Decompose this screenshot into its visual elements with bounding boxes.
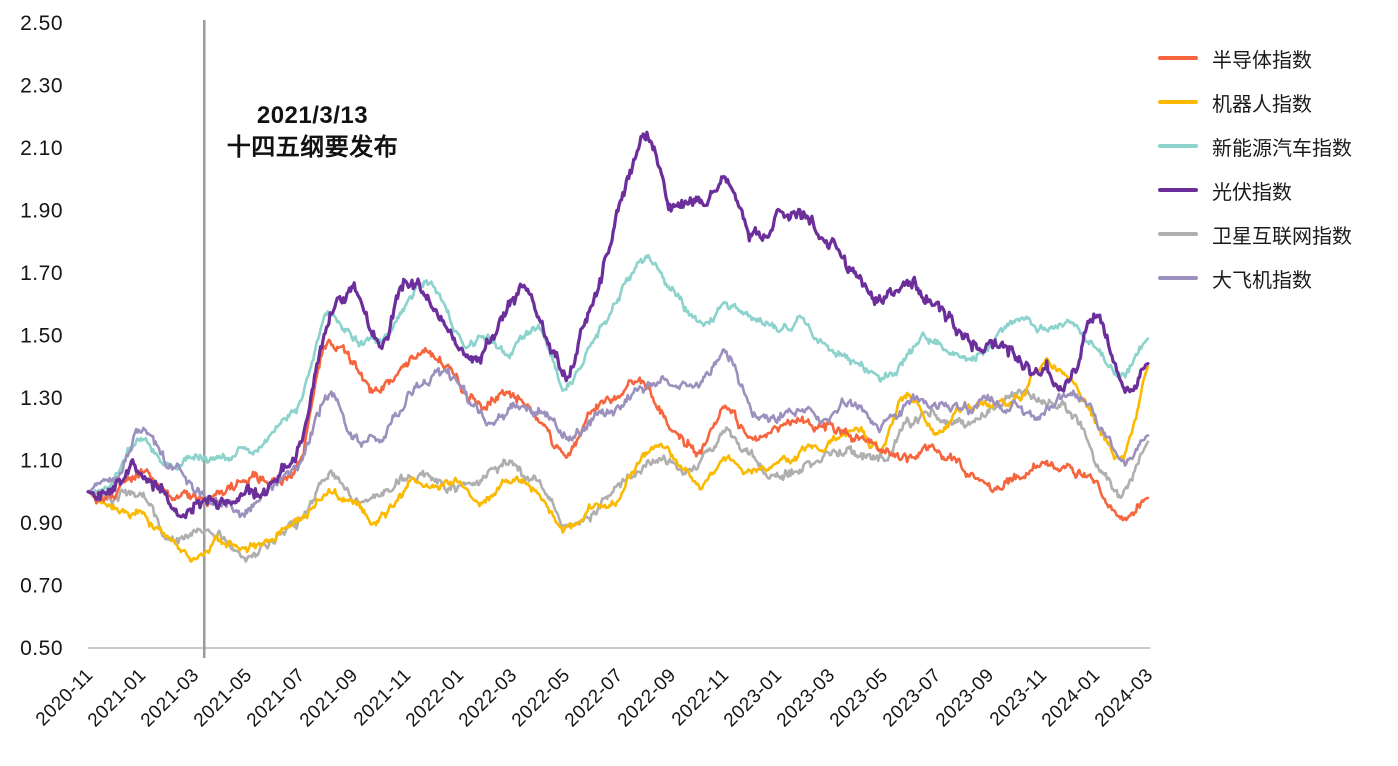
- y-tick-label: 0.90: [20, 512, 63, 535]
- legend-label-nev: 新能源汽车指数: [1212, 137, 1352, 160]
- series-line-satellite: [86, 388, 1150, 563]
- legend-swatch-nev: [1158, 144, 1198, 148]
- legend-swatch-robot: [1158, 100, 1198, 104]
- y-tick-label: 1.30: [20, 387, 63, 410]
- y-tick-label: 2.10: [20, 137, 63, 160]
- series-line-robot: [86, 356, 1150, 563]
- legend-label-pv: 光伏指数: [1212, 181, 1292, 204]
- legend-item-pv: 光伏指数: [1158, 168, 1394, 212]
- legend-label-robot: 机器人指数: [1212, 93, 1312, 116]
- legend-item-aircraft: 大飞机指数: [1158, 256, 1394, 300]
- legend-item-robot: 机器人指数: [1158, 80, 1394, 124]
- x-tick-label: 2021-09: [296, 665, 363, 732]
- annotation-date: 2021/3/13: [256, 102, 369, 129]
- legend-item-semiconductor: 半导体指数: [1158, 36, 1394, 80]
- legend: 半导体指数机器人指数新能源汽车指数 光伏指数卫星互联网指数 大飞机指数: [1158, 36, 1394, 300]
- y-tick-label: 1.90: [20, 200, 63, 223]
- legend-item-nev: 新能源汽车指数: [1158, 124, 1394, 168]
- x-tick-label: 2023-09: [932, 665, 999, 732]
- event-annotation: 2021/3/13 十四五纲要发布: [215, 100, 410, 164]
- y-tick-label: 1.50: [20, 325, 63, 348]
- legend-label-aircraft: 大飞机指数: [1212, 269, 1312, 292]
- y-tick-label: 0.70: [20, 575, 63, 598]
- legend-label-semiconductor: 半导体指数: [1212, 49, 1312, 72]
- y-tick-label: 1.70: [20, 262, 63, 285]
- x-tick-label: 2024-03: [1091, 665, 1158, 732]
- y-tick-label: 2.30: [20, 75, 63, 98]
- legend-item-satellite: 卫星互联网指数: [1158, 212, 1394, 256]
- legend-swatch-aircraft: [1158, 276, 1198, 280]
- legend-swatch-semiconductor: [1158, 56, 1198, 60]
- series-line-pv: [86, 130, 1150, 520]
- y-tick-label: 1.10: [20, 450, 63, 473]
- annotation-text: 十四五纲要发布: [226, 134, 399, 161]
- y-tick-label: 0.50: [20, 637, 63, 660]
- legend-label-satellite: 卫星互联网指数: [1212, 225, 1352, 248]
- legend-swatch-satellite: [1158, 232, 1198, 236]
- series-line-nev: [86, 253, 1150, 495]
- series-line-semiconductor: [86, 338, 1150, 522]
- y-tick-label: 2.50: [20, 12, 63, 35]
- x-tick-label: 2022-09: [614, 665, 681, 732]
- legend-swatch-pv: [1158, 188, 1198, 192]
